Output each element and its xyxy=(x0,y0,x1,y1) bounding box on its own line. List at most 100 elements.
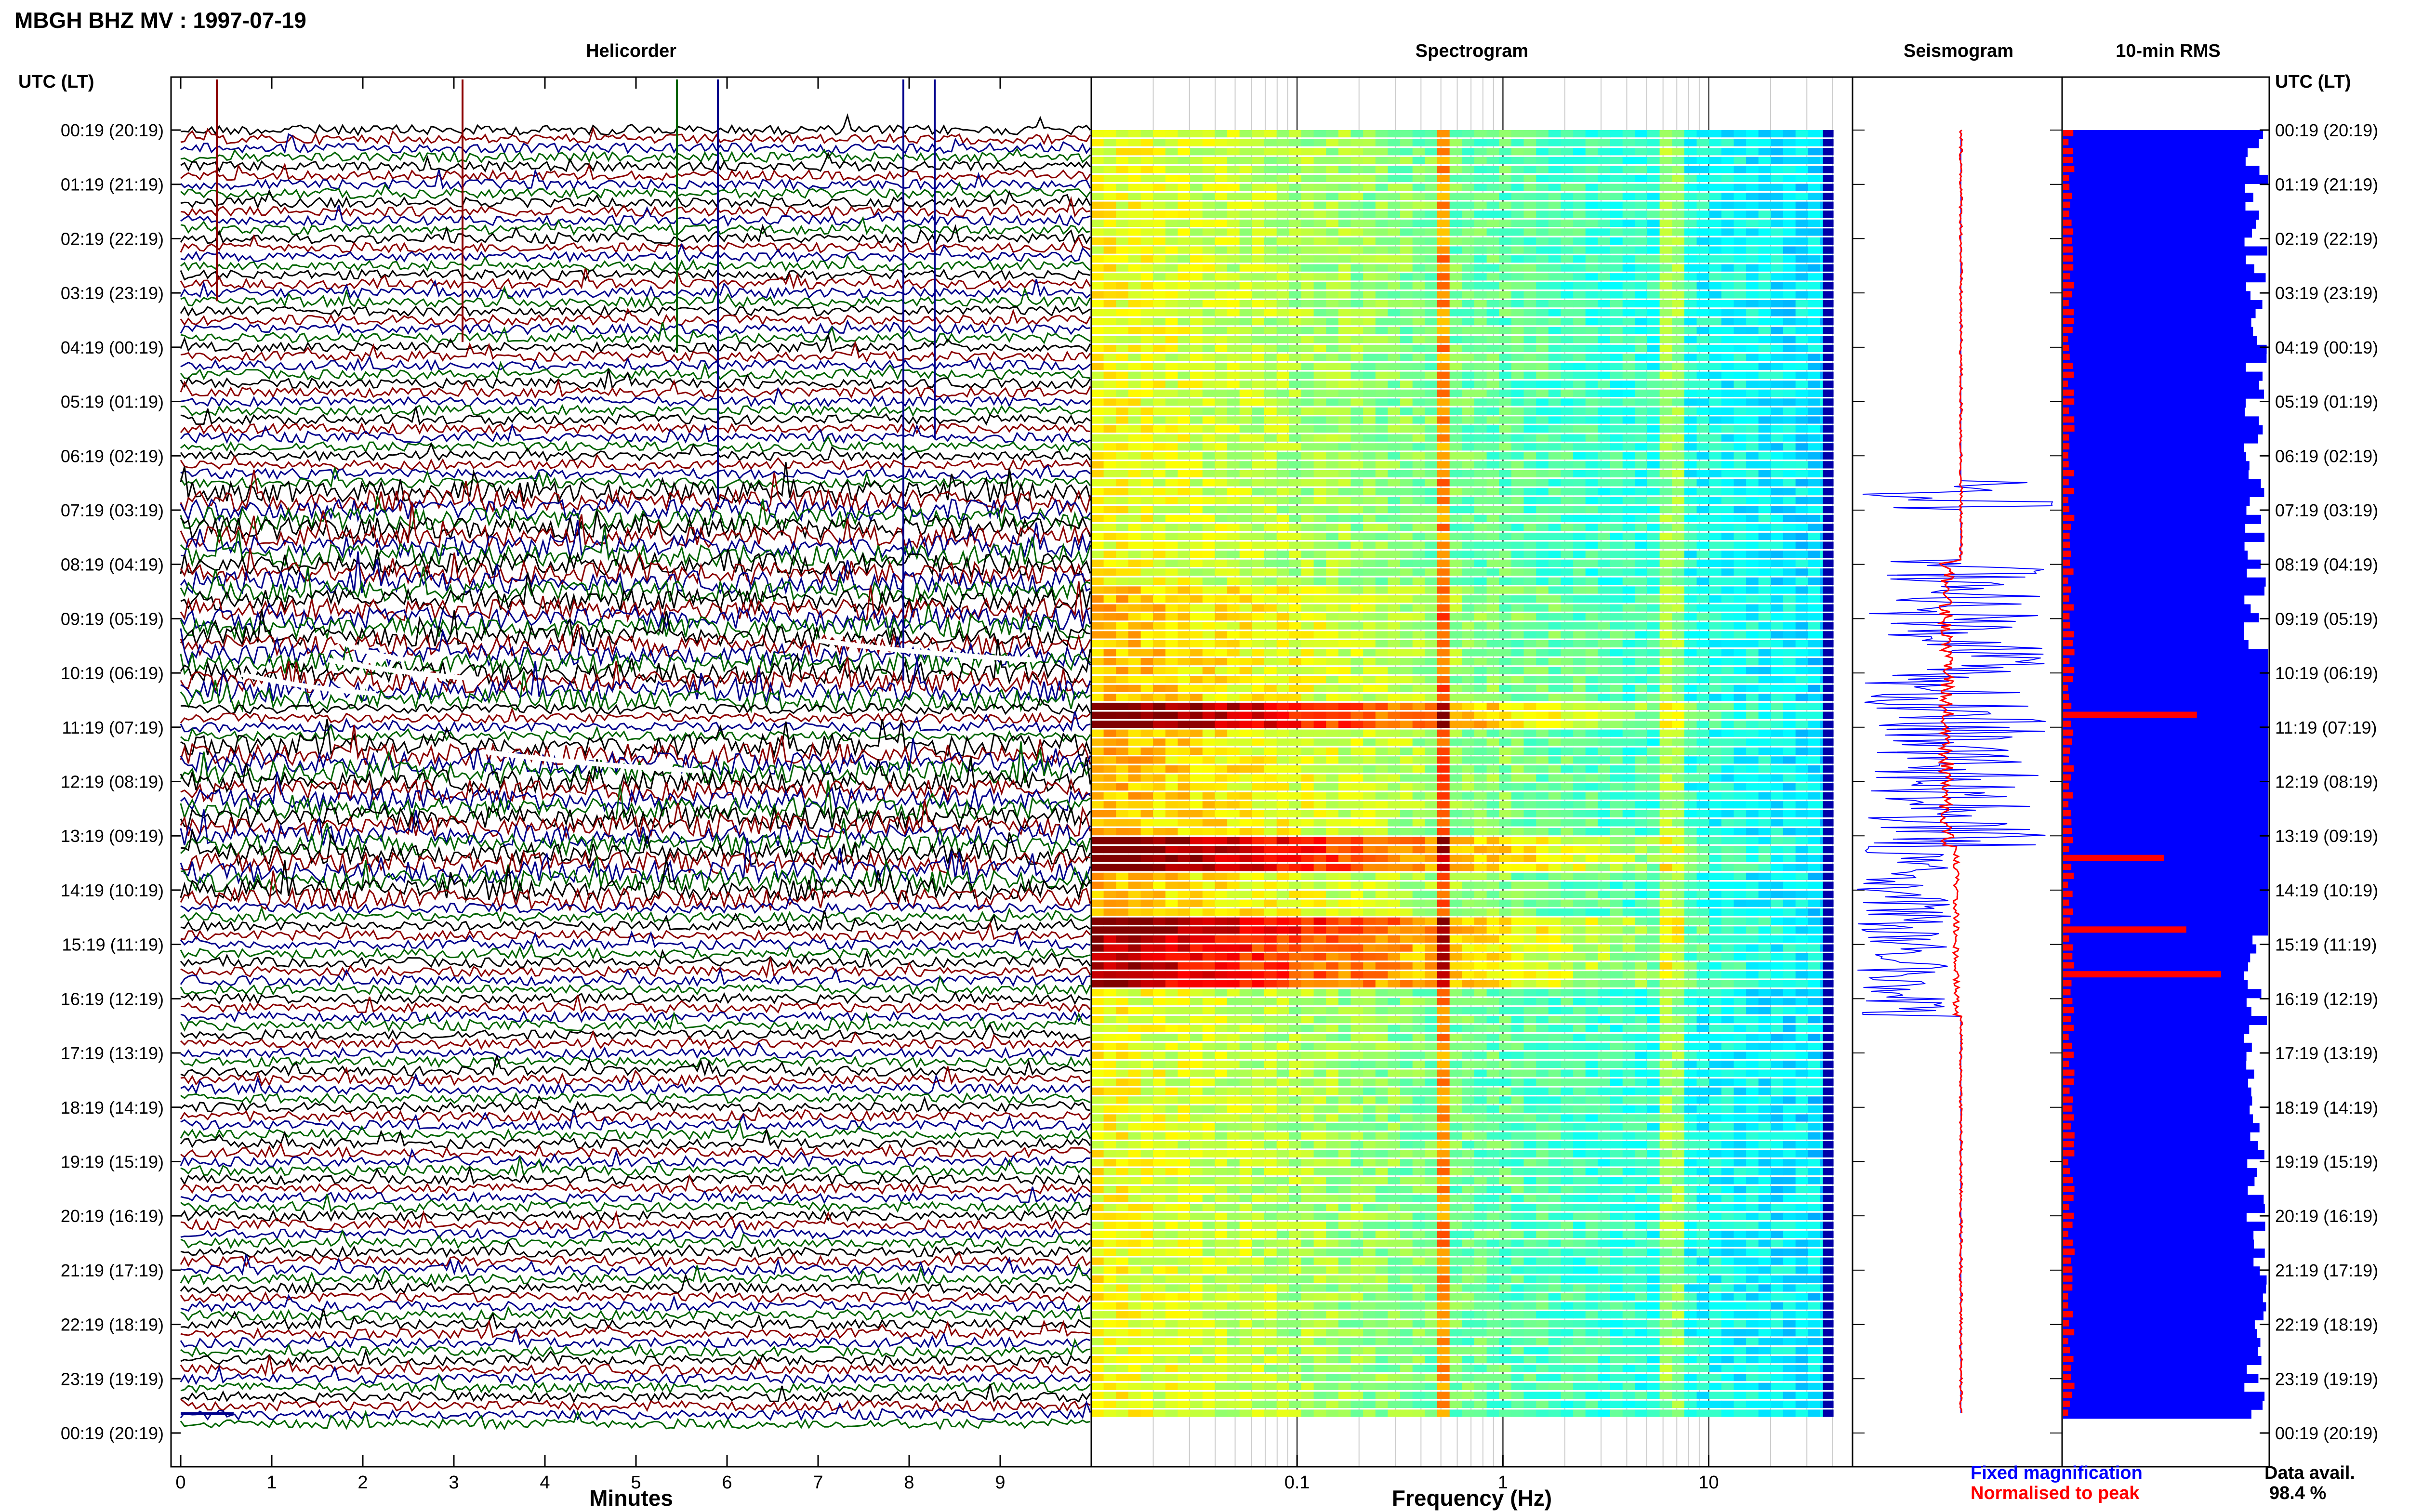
spectrogram-cell xyxy=(1536,309,1549,316)
spectrogram-cell xyxy=(1413,202,1425,209)
spectrogram-cell xyxy=(1610,300,1623,307)
spectrogram-cell xyxy=(1474,381,1487,388)
spectrogram-cell xyxy=(1153,658,1165,665)
spectrogram-cell xyxy=(1709,515,1721,522)
spectrogram-cell xyxy=(1413,318,1425,325)
spectrogram-cell xyxy=(1647,586,1660,593)
spectrogram-cell xyxy=(1141,738,1153,746)
spectrogram-cell xyxy=(1487,605,1499,612)
spectrogram-cell xyxy=(1141,756,1153,763)
spectrogram-cell xyxy=(1549,372,1561,379)
spectrogram-cell xyxy=(1672,372,1684,379)
spectrogram-cell xyxy=(1437,470,1450,477)
spectrogram-cell xyxy=(1351,649,1363,656)
spectrogram-cell xyxy=(1771,416,1783,423)
spectrogram-cell xyxy=(1561,228,1574,236)
spectrogram-cell xyxy=(1450,605,1462,612)
spectrogram-cell xyxy=(1289,264,1301,272)
spectrogram-cell xyxy=(1746,327,1759,334)
spectrogram-cell xyxy=(1487,783,1499,790)
spectrogram-cell xyxy=(1746,676,1759,683)
spectrogram-cell xyxy=(1104,560,1116,567)
spectrogram-cell xyxy=(1326,703,1338,710)
spectrogram-cell xyxy=(1128,166,1141,173)
spectrogram-cell xyxy=(1264,801,1277,808)
spectrogram-cell xyxy=(1437,193,1450,200)
spectrogram-cell xyxy=(1240,488,1252,495)
spectrogram-cell xyxy=(1277,273,1289,280)
spectrogram-cell xyxy=(1635,282,1647,289)
spectrogram-cell xyxy=(1549,703,1561,710)
spectrogram-cell xyxy=(1141,220,1153,227)
spectrogram-cell xyxy=(1734,157,1747,164)
spectrogram-cell xyxy=(1487,327,1499,334)
spectrogram-cell xyxy=(1252,282,1264,289)
spectrogram-cell xyxy=(1425,667,1437,674)
spectrogram-cell xyxy=(1573,139,1586,146)
spectrogram-cell xyxy=(1153,792,1165,800)
spectrogram-cell xyxy=(1450,578,1462,585)
spectrogram-cell xyxy=(1338,130,1351,137)
spectrogram-cell xyxy=(1326,515,1338,522)
spectrogram-cell xyxy=(1413,237,1425,245)
spectrogram-cell xyxy=(1759,694,1771,701)
spectrogram-cell xyxy=(1450,524,1462,531)
spectrogram-cell xyxy=(1437,613,1450,620)
spectrogram-cell xyxy=(1684,210,1697,218)
spectrogram-cell xyxy=(1462,425,1474,433)
spectrogram-cell xyxy=(1474,622,1487,630)
spectrogram-cell xyxy=(1091,578,1104,585)
spectrogram-cell xyxy=(1215,345,1227,352)
spectrogram-cell xyxy=(1511,336,1524,343)
spectrogram-cell xyxy=(1549,712,1561,719)
spectrogram-cell xyxy=(1338,237,1351,245)
spectrogram-cell xyxy=(1165,237,1178,245)
spectrogram-cell xyxy=(1771,148,1783,155)
spectrogram-cell xyxy=(1338,488,1351,495)
spectrogram-cell xyxy=(1598,228,1610,236)
spectrogram-cell xyxy=(1190,694,1203,701)
spectrogram-cell xyxy=(1425,193,1437,200)
spectrogram-cell xyxy=(1388,273,1400,280)
spectrogram-cell xyxy=(1178,184,1191,191)
spectrogram-cell xyxy=(1388,398,1400,406)
spectrogram-cell xyxy=(1314,497,1326,504)
spectrogram-cell xyxy=(1104,810,1116,817)
spectrogram-cell xyxy=(1116,408,1128,415)
spectrogram-cell xyxy=(1116,247,1128,254)
spectrogram-cell xyxy=(1301,434,1314,442)
spectrogram-cell xyxy=(1289,613,1301,620)
spectrogram-cell xyxy=(1796,309,1808,316)
spectrogram-cell xyxy=(1721,210,1734,218)
spectrogram-cell xyxy=(1635,568,1647,576)
spectrogram-cell xyxy=(1610,560,1623,567)
spectrogram-cell xyxy=(1128,398,1141,406)
spectrogram-cell xyxy=(1203,631,1215,638)
spectrogram-cell xyxy=(1783,488,1796,495)
spectrogram-cell xyxy=(1561,434,1574,442)
spectrogram-cell xyxy=(1400,721,1413,728)
spectrogram-cell xyxy=(1178,748,1191,755)
spectrogram-cell xyxy=(1697,649,1709,656)
spectrogram-cell xyxy=(1796,443,1808,450)
spectrogram-cell xyxy=(1289,595,1301,603)
spectrogram-cell xyxy=(1227,398,1240,406)
spectrogram-cell xyxy=(1660,228,1672,236)
spectrogram-cell xyxy=(1586,488,1598,495)
spectrogram-cell xyxy=(1203,228,1215,236)
spectrogram-cell xyxy=(1240,408,1252,415)
spectrogram-cell xyxy=(1314,300,1326,307)
spectrogram-cell xyxy=(1660,775,1672,782)
spectrogram-cell xyxy=(1203,210,1215,218)
spectrogram-cell xyxy=(1425,139,1437,146)
spectrogram-cell xyxy=(1400,336,1413,343)
spectrogram-cell xyxy=(1549,470,1561,477)
spectrogram-cell xyxy=(1647,703,1660,710)
spectrogram-cell xyxy=(1721,372,1734,379)
spectrogram-cell xyxy=(1153,416,1165,423)
spectrogram-cell xyxy=(1437,801,1450,808)
spectrogram-cell xyxy=(1549,175,1561,182)
spectrogram-cell xyxy=(1536,613,1549,620)
spectrogram-cell xyxy=(1771,775,1783,782)
spectrogram-cell xyxy=(1104,354,1116,361)
